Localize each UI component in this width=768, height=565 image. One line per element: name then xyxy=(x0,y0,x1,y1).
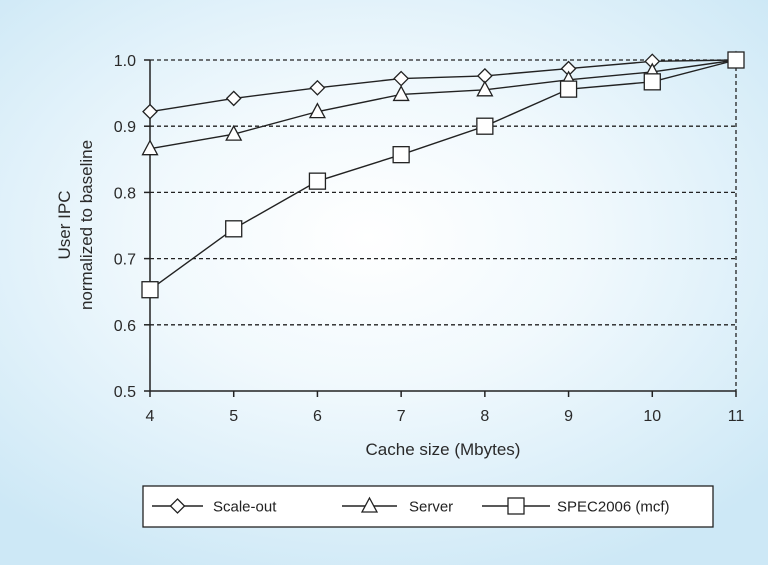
data-point-spec2006-mcf xyxy=(643,73,661,91)
legend-label-scale-out: Scale-out xyxy=(213,499,277,516)
legend-label-spec2006-mcf: SPEC2006 (mcf) xyxy=(557,499,670,516)
data-point-server xyxy=(141,139,159,156)
y-axis-ticks: 0.5 0.6 0.7 0.8 0.9 1.0 xyxy=(114,53,150,401)
series-lines xyxy=(149,59,737,291)
x-tick-label: 9 xyxy=(564,408,573,425)
data-point-spec2006-mcf xyxy=(141,281,159,299)
series-line-scale-out xyxy=(149,59,737,113)
data-point-scale-out xyxy=(393,70,410,87)
data-point-server xyxy=(308,102,327,119)
y-axis-label-line: normalized to baseline xyxy=(77,140,96,310)
data-point-spec2006-mcf xyxy=(392,146,410,164)
data-point-scale-out xyxy=(225,90,242,107)
y-tick-label: 0.8 xyxy=(114,185,136,202)
y-tick-label: 0.7 xyxy=(114,252,136,269)
legend-box xyxy=(142,485,714,528)
x-tick-label: 6 xyxy=(313,408,322,425)
y-tick-label: 0.6 xyxy=(114,318,136,335)
x-tick-label: 10 xyxy=(643,408,661,425)
data-point-server xyxy=(476,80,494,97)
data-point-spec2006-mcf xyxy=(225,220,243,238)
x-tick-label: 4 xyxy=(146,408,155,425)
series-line-spec2006-mcf xyxy=(149,59,737,291)
data-point-spec2006-mcf xyxy=(476,117,494,135)
y-tick-label: 0.9 xyxy=(114,119,136,136)
data-point-scale-out xyxy=(309,79,326,96)
legend-label-server: Server xyxy=(409,499,453,516)
data-point-server xyxy=(225,124,243,141)
legend-marker-scale-out xyxy=(169,498,186,514)
data-point-scale-out xyxy=(142,103,158,120)
legend-marker-spec2006-mcf xyxy=(507,497,525,515)
x-tick-label: 5 xyxy=(229,408,238,425)
y-tick-label: 0.5 xyxy=(114,384,136,401)
x-tick-label: 7 xyxy=(397,408,406,425)
x-axis-ticks: 4 5 6 7 8 9 10 11 xyxy=(146,391,745,425)
grid-lines xyxy=(150,59,737,391)
series-line-server xyxy=(149,59,737,150)
data-point-spec2006-mcf xyxy=(727,51,745,69)
y-tick-label: 1.0 xyxy=(114,53,136,70)
legend-marker-server xyxy=(360,496,379,513)
y-axis-label-line: User IPC xyxy=(55,191,74,260)
x-axis-label: Cache size (Mbytes) xyxy=(366,440,521,459)
series-markers xyxy=(141,50,745,299)
data-point-spec2006-mcf xyxy=(559,80,578,98)
data-point-server xyxy=(392,85,410,102)
x-tick-label: 11 xyxy=(728,408,745,425)
legend: Scale-out Server SPEC2006 (mcf) xyxy=(142,485,714,528)
y-axis-label: User IPC normalized to baseline xyxy=(55,140,96,310)
data-point-spec2006-mcf xyxy=(308,172,327,190)
x-tick-label: 8 xyxy=(480,408,489,425)
